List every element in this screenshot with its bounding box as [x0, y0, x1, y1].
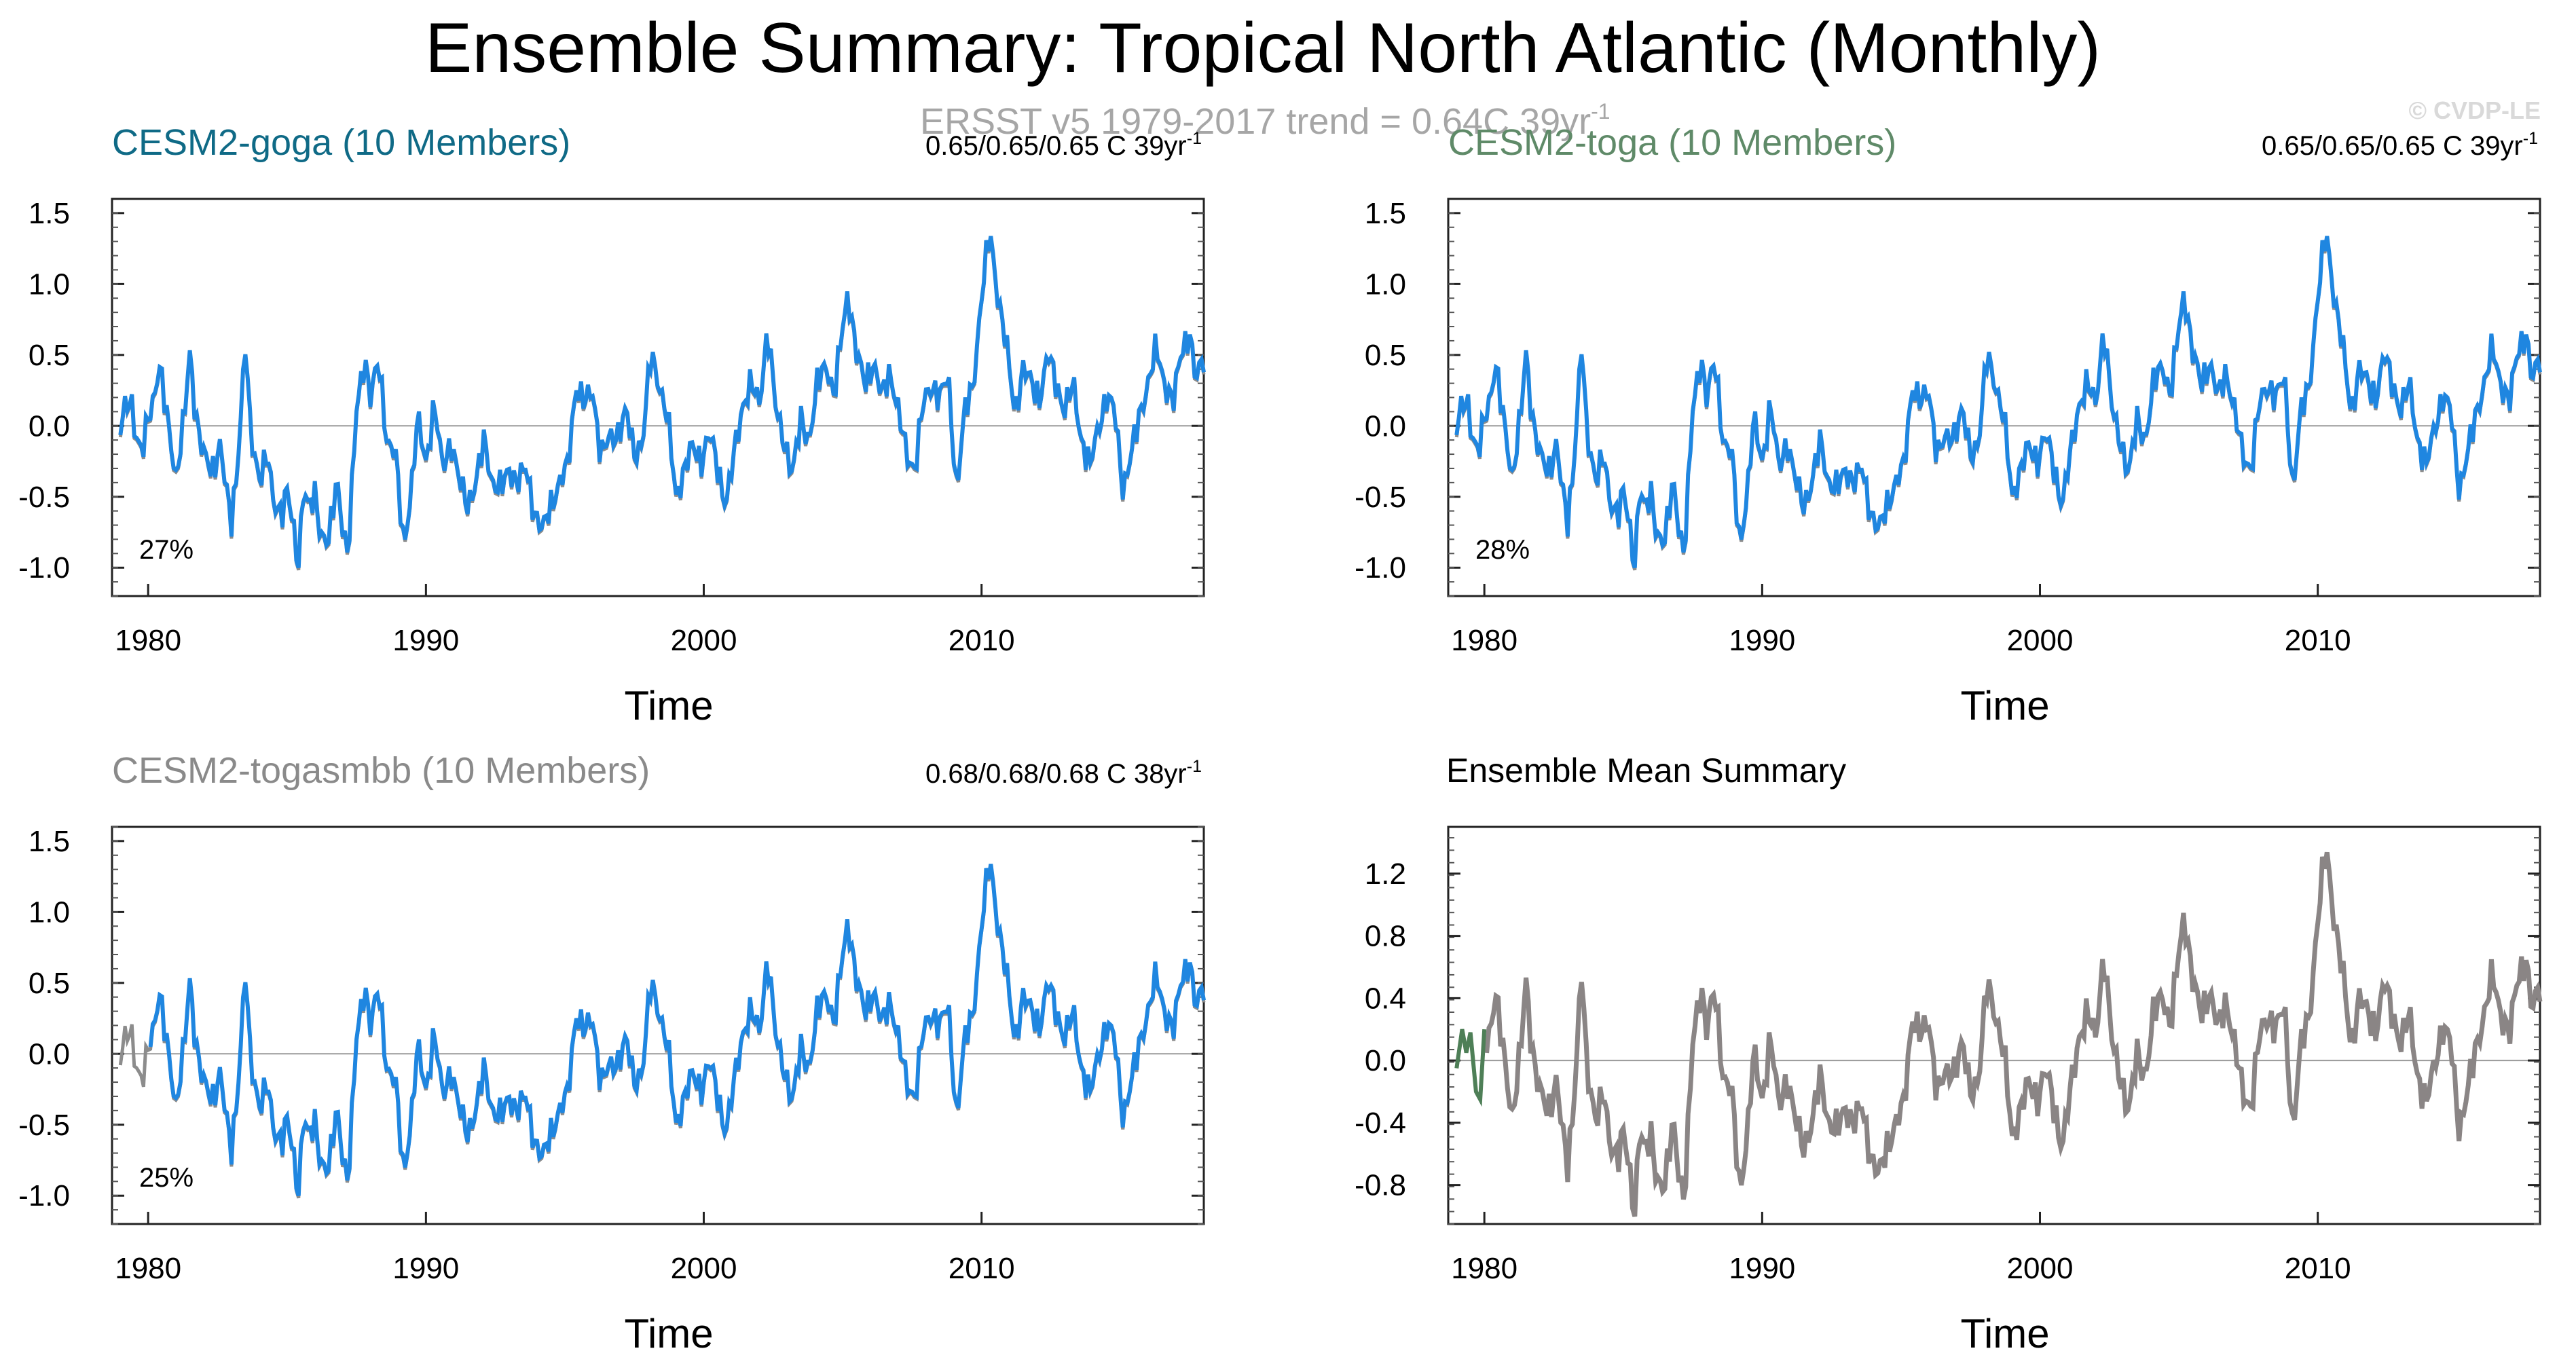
x-tick-label: 2010 — [949, 624, 1015, 657]
x-tick-label: 1990 — [392, 624, 459, 657]
y-axis-ticks: -1.0 -0.5 0.0 0.5 1.0 1.5 — [1355, 197, 2540, 585]
ensemble-series-line — [118, 236, 1206, 569]
y-tick-label: -0.5 — [18, 1109, 70, 1142]
x-axis-label: Time — [625, 683, 714, 728]
figure-title: Ensemble Summary: Tropical North Atlanti… — [425, 9, 2101, 88]
plot-frame — [1447, 826, 2541, 1225]
panel-stats-text: 0.65/0.65/0.65 C 39yr — [925, 131, 1187, 161]
y-tick-label: 1.2 — [1365, 857, 1406, 891]
panel-cesm2-goga: CESM2-goga (10 Members) 0.65/0.65/0.65 C… — [18, 122, 1206, 728]
x-tick-label: 2000 — [2007, 1252, 2074, 1285]
x-tick-label: 1980 — [1451, 624, 1517, 657]
obs-trend-text: ERSST v5 1979-2017 trend = 0.64C 39yr — [920, 101, 1591, 142]
y-axis-ticks: -1.0 -0.5 0.0 0.5 1.0 1.5 — [18, 197, 1204, 585]
y-tick-label: -0.4 — [1355, 1107, 1406, 1140]
y-tick-label: -0.8 — [1355, 1169, 1406, 1202]
y-tick-label: 1.0 — [29, 895, 70, 929]
panel-cesm2-toga: CESM2-toga (10 Members) 0.65/0.65/0.65 C… — [1355, 122, 2542, 728]
obs-trend-label: ERSST v5 1979-2017 trend = 0.64C 39yr-1 — [920, 99, 1611, 142]
x-axis-label: Time — [1961, 1311, 2050, 1356]
panel-stats: 0.68/0.68/0.68 C 38yr-1 — [925, 757, 1202, 789]
panel-stats: 0.65/0.65/0.65 C 39yr-1 — [2262, 129, 2538, 161]
obs-trend-sup: -1 — [1591, 99, 1610, 124]
ensemble-mean-start-segment — [1454, 1028, 1487, 1107]
y-tick-label: 0.0 — [29, 409, 70, 443]
ensemble-mean-line — [1484, 851, 2543, 1217]
panel-stats-text: 0.65/0.65/0.65 C 39yr — [2262, 131, 2523, 161]
y-tick-label: -0.5 — [1355, 481, 1406, 514]
y-tick-label: 1.5 — [1365, 197, 1406, 230]
y-axis-ticks: -1.0 -0.5 0.0 0.5 1.0 1.5 — [18, 825, 1204, 1212]
copyright-label: © CVDP-LE — [2408, 96, 2541, 124]
y-tick-label: 0.0 — [1365, 409, 1406, 443]
panel-title: CESM2-goga (10 Members) — [112, 122, 570, 163]
panel-stats-sup: -1 — [2523, 129, 2538, 148]
ensemble-series-line — [1454, 236, 2542, 569]
minor-ticks — [112, 826, 1204, 1225]
minor-ticks — [112, 212, 1204, 597]
y-tick-label: 1.0 — [29, 267, 70, 301]
panel-title: CESM2-toga (10 Members) — [1448, 122, 1896, 163]
x-axis-ticks: 1980 1990 2000 2010 — [115, 584, 1015, 657]
y-tick-label: 0.5 — [29, 339, 70, 372]
x-tick-label: 1990 — [392, 1252, 459, 1285]
ensemble-series-line — [148, 864, 1206, 1197]
x-tick-label: 2000 — [2007, 624, 2074, 657]
panel-cesm2-togasmbb: CESM2-togasmbb (10 Members) 0.68/0.68/0.… — [18, 750, 1206, 1356]
x-tick-label: 1980 — [1451, 1252, 1517, 1285]
x-axis-label: Time — [1961, 683, 2050, 728]
y-tick-label: 1.0 — [1365, 267, 1406, 301]
y-axis-ticks: -0.8 -0.4 0.0 0.4 0.8 1.2 — [1355, 857, 2540, 1202]
x-tick-label: 2000 — [671, 624, 737, 657]
x-tick-label: 2000 — [671, 1252, 737, 1285]
y-tick-label: 0.4 — [1365, 982, 1406, 1015]
x-axis-ticks: 1980 1990 2000 2010 — [115, 1212, 1015, 1285]
minor-ticks — [1448, 212, 2540, 597]
percent-label: 27% — [139, 535, 194, 565]
y-tick-label: -1.0 — [1355, 551, 1406, 585]
x-tick-label: 1990 — [1729, 1252, 1795, 1285]
panel-stats-sup: -1 — [1187, 757, 1202, 776]
x-tick-label: 2010 — [2285, 1252, 2351, 1285]
y-tick-label: -1.0 — [18, 551, 70, 585]
y-tick-label: -0.5 — [18, 481, 70, 514]
panel-title: Ensemble Mean Summary — [1446, 752, 1846, 790]
y-tick-label: 1.5 — [29, 197, 70, 230]
x-tick-label: 2010 — [949, 1252, 1015, 1285]
x-tick-label: 1980 — [115, 624, 181, 657]
y-tick-label: 0.0 — [1365, 1044, 1406, 1077]
x-axis-ticks: 1980 1990 2000 2010 — [1451, 584, 2351, 657]
x-tick-label: 2010 — [2285, 624, 2351, 657]
y-tick-label: 1.5 — [29, 825, 70, 858]
panel-stats-text: 0.68/0.68/0.68 C 38yr — [925, 759, 1187, 789]
panel-stats-sup: -1 — [1187, 129, 1202, 148]
x-tick-label: 1990 — [1729, 624, 1795, 657]
x-tick-label: 1980 — [115, 1252, 181, 1285]
y-tick-label: 0.0 — [29, 1037, 70, 1071]
y-tick-label: -1.0 — [18, 1179, 70, 1212]
x-axis-label: Time — [625, 1311, 714, 1356]
y-tick-label: 0.5 — [29, 967, 70, 1000]
x-axis-ticks: 1980 1990 2000 2010 — [1451, 1212, 2351, 1285]
minor-ticks — [1448, 837, 2540, 1225]
percent-label: 25% — [139, 1163, 194, 1193]
panel-stats: 0.65/0.65/0.65 C 39yr-1 — [925, 129, 1202, 161]
panel-title: CESM2-togasmbb (10 Members) — [112, 750, 650, 791]
percent-label: 28% — [1475, 535, 1530, 565]
y-tick-label: 0.5 — [1365, 339, 1406, 372]
panel-ensemble-mean-summary: Ensemble Mean Summary -0.8 -0.4 0.0 0.4 0.8 1… — [1355, 752, 2543, 1356]
y-tick-label: 0.8 — [1365, 920, 1406, 953]
